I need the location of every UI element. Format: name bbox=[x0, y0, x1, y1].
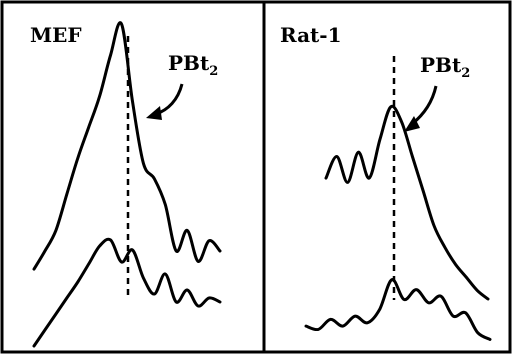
pbt2-label-rat1-base: PBt bbox=[420, 53, 462, 77]
pbt2-label-mef: PBt2 bbox=[168, 51, 218, 79]
series-line-rat1-upper bbox=[324, 104, 490, 301]
panel-mef: MEF PBt2 bbox=[30, 21, 222, 348]
pbt2-label-mef-sub: 2 bbox=[209, 64, 218, 79]
pbt2-arrowhead-rat1 bbox=[404, 116, 420, 132]
pbt2-label-rat1: PBt2 bbox=[420, 53, 470, 81]
panel-rat1: Rat-1 PBt2 bbox=[280, 23, 492, 341]
series-line-mef-lower bbox=[32, 237, 222, 348]
panel-label-rat1: Rat-1 bbox=[280, 23, 342, 47]
pbt2-arrow-rat1 bbox=[411, 85, 438, 126]
pbt2-arrowhead-mef bbox=[146, 106, 162, 120]
pbt2-label-mef-base: PBt bbox=[168, 51, 210, 75]
panel-label-mef: MEF bbox=[30, 23, 82, 47]
series-line-mef-upper bbox=[32, 21, 222, 271]
pbt2-label-rat1-sub: 2 bbox=[461, 66, 470, 81]
series-line-rat1-lower bbox=[304, 278, 492, 341]
